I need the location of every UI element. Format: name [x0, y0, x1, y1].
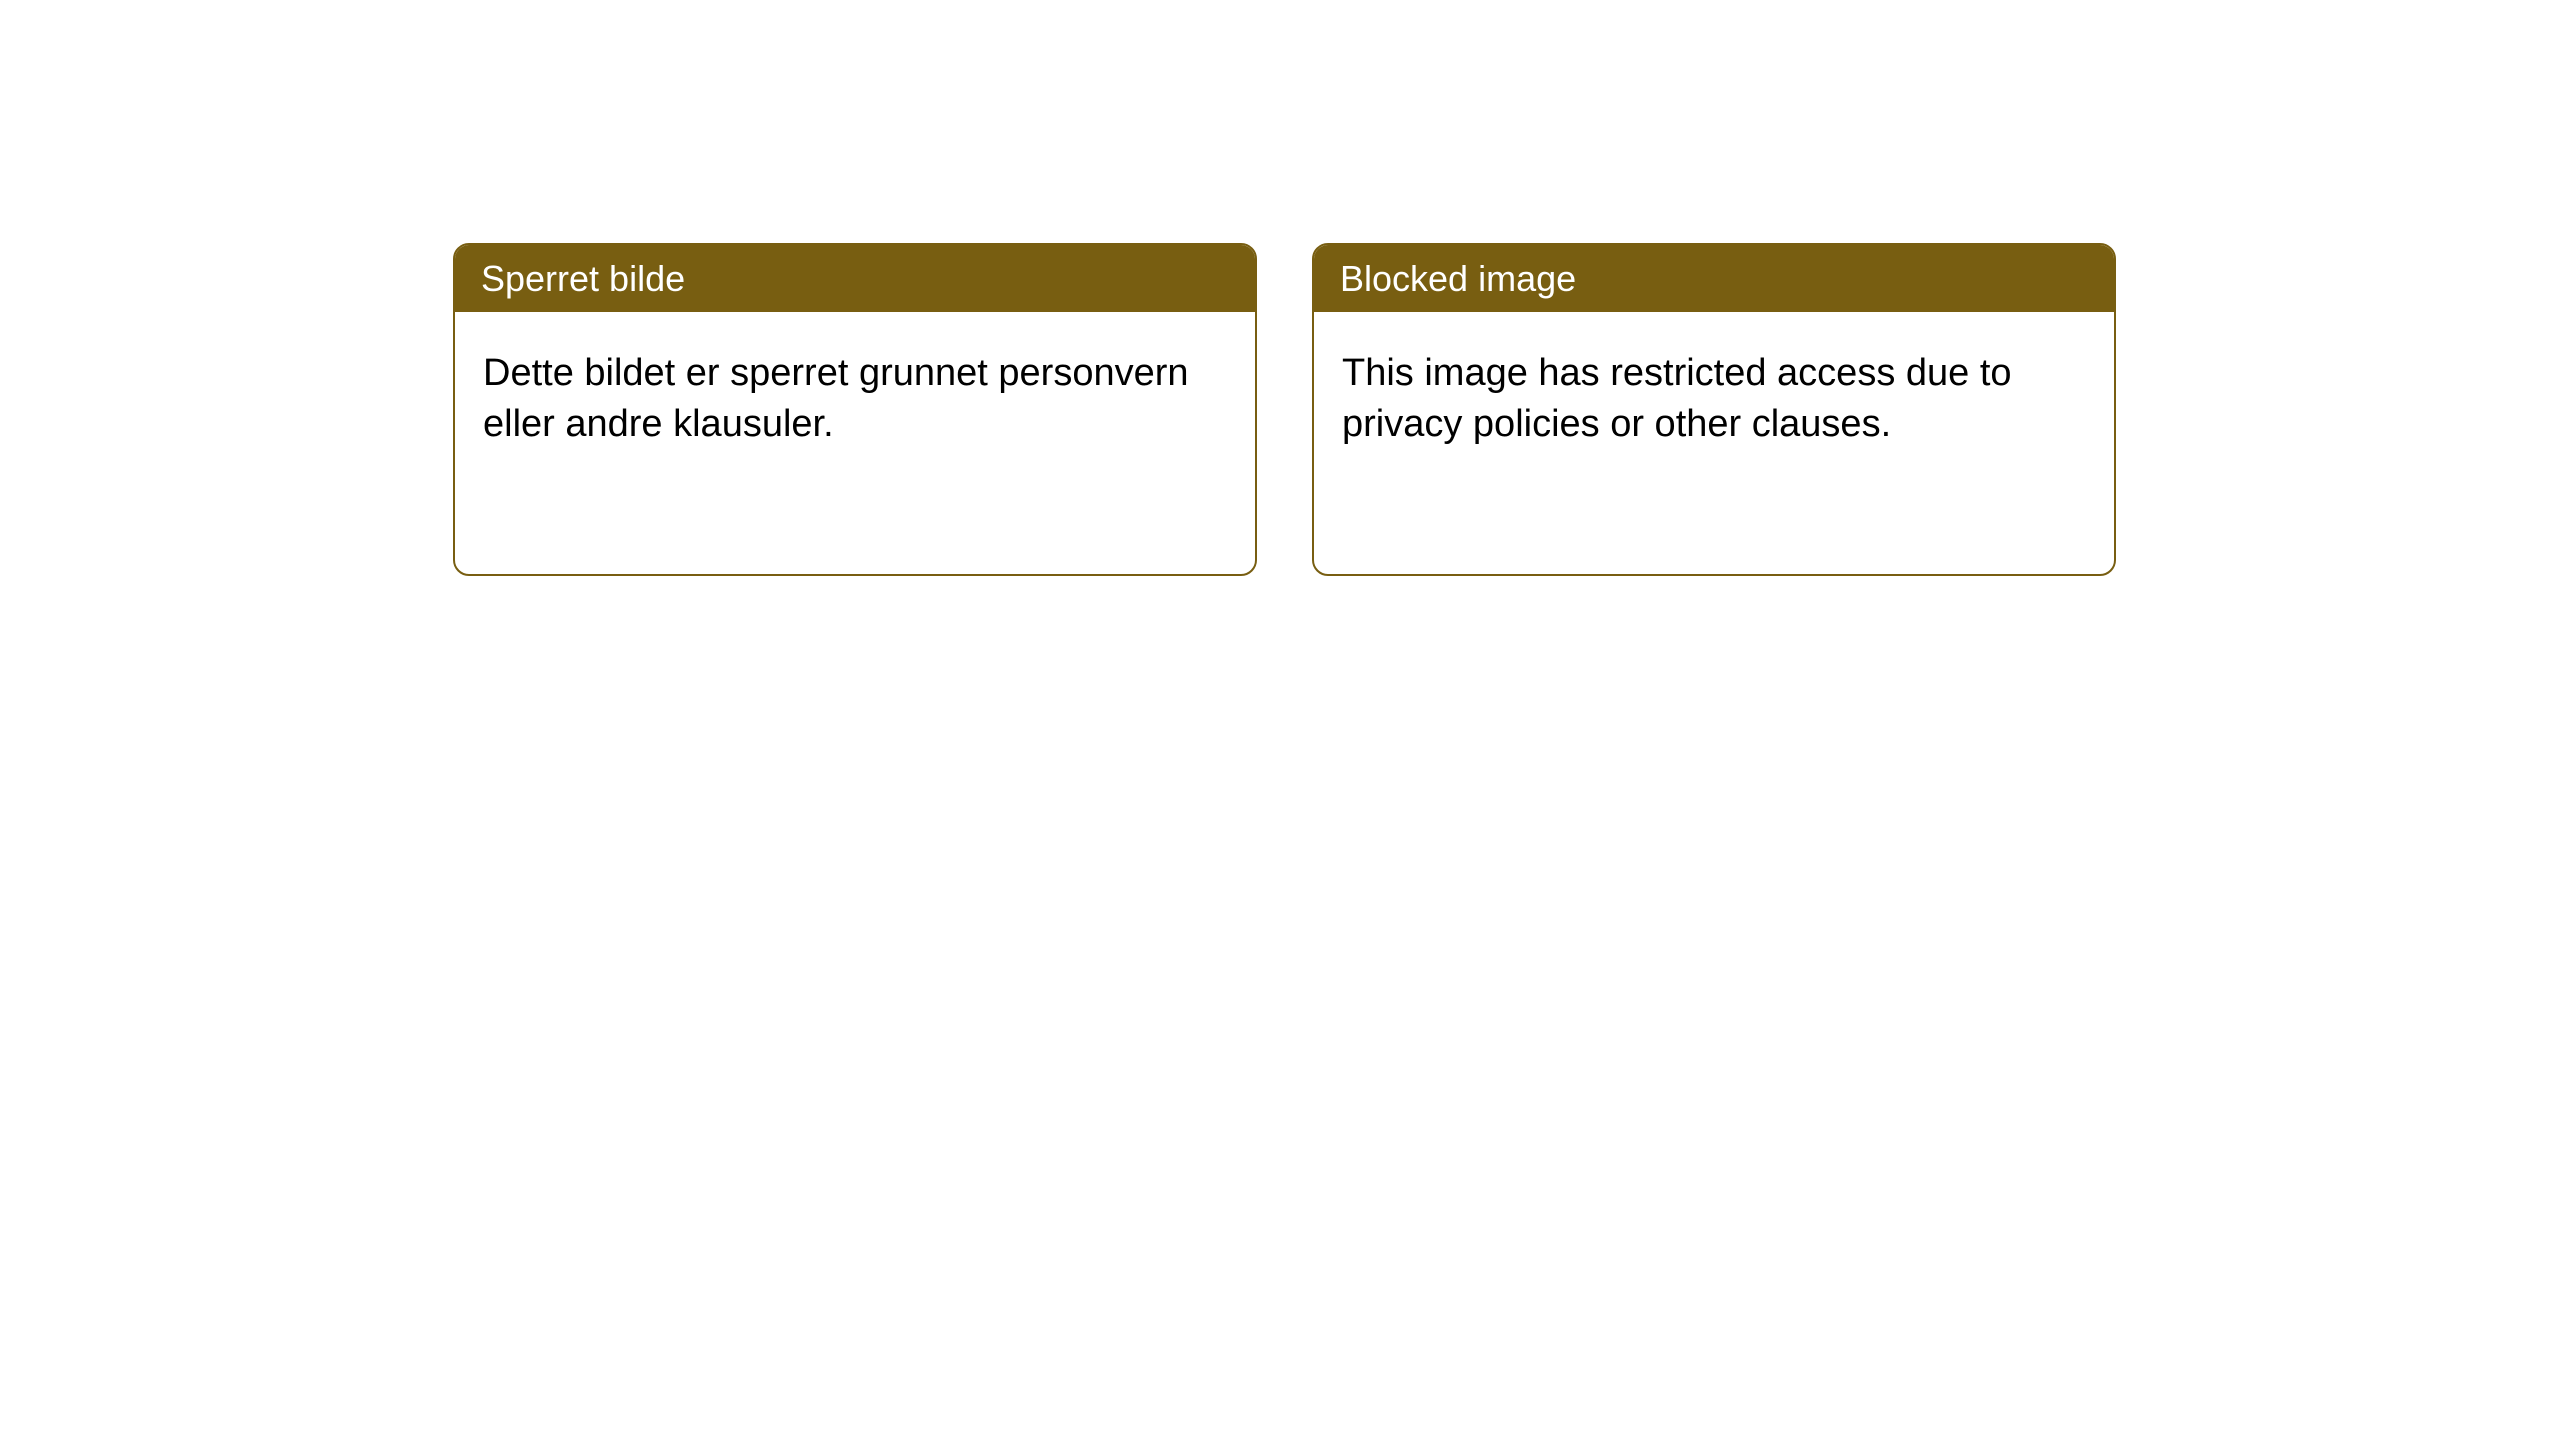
- card-header-english: Blocked image: [1314, 245, 2114, 312]
- card-body-norwegian: Dette bildet er sperret grunnet personve…: [455, 312, 1255, 487]
- blocked-image-card-english: Blocked image This image has restricted …: [1312, 243, 2116, 576]
- card-header-norwegian: Sperret bilde: [455, 245, 1255, 312]
- card-text-english: This image has restricted access due to …: [1342, 352, 2012, 445]
- blocked-image-card-norwegian: Sperret bilde Dette bildet er sperret gr…: [453, 243, 1257, 576]
- card-body-english: This image has restricted access due to …: [1314, 312, 2114, 487]
- card-title-norwegian: Sperret bilde: [481, 258, 685, 299]
- card-text-norwegian: Dette bildet er sperret grunnet personve…: [483, 352, 1189, 445]
- notice-container: Sperret bilde Dette bildet er sperret gr…: [0, 0, 2560, 576]
- card-title-english: Blocked image: [1340, 258, 1576, 299]
